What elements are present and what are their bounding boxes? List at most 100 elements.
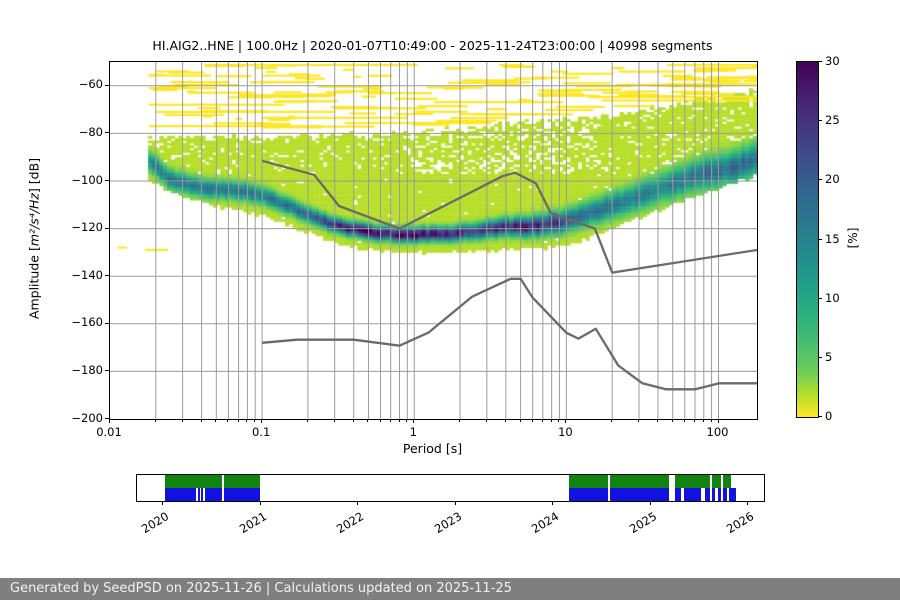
x-minor-tick-mark — [710, 419, 712, 422]
timeline-year-label: 2025 — [626, 509, 659, 537]
timeline-blue-segment — [717, 488, 721, 501]
ppsd-histogram — [110, 62, 757, 419]
timeline-year-label: 2020 — [138, 509, 172, 537]
y-tick-label: −200 — [71, 410, 103, 425]
timeline-green-segment — [569, 475, 608, 488]
y-tick-mark — [105, 180, 109, 181]
timeline-year-tick — [259, 501, 261, 505]
timeline-green-segment — [723, 475, 731, 488]
timeline-green-segment — [711, 475, 721, 488]
colorbar-tick-mark — [818, 120, 822, 122]
x-minor-tick-mark — [656, 419, 658, 422]
timeline-blue-segment — [201, 488, 204, 501]
x-minor-tick-mark — [541, 419, 543, 422]
y-tick-label: −160 — [71, 315, 103, 330]
x-major-tick-mark — [565, 419, 567, 423]
timeline-year-tick — [357, 501, 359, 505]
y-axis-label-suffix: ] [dB] — [26, 157, 42, 194]
x-minor-tick-mark — [389, 419, 391, 422]
x-minor-tick-mark — [693, 419, 695, 422]
x-tick-label: 1 — [409, 425, 417, 439]
footer-bar: Generated by SeedPSD on 2025-11-26 | Cal… — [0, 578, 900, 600]
colorbar — [796, 61, 819, 418]
colorbar-tick-label: 5 — [825, 349, 833, 364]
colorbar-tick-mark — [818, 297, 822, 299]
x-minor-tick-mark — [154, 419, 156, 422]
y-tick-mark — [105, 370, 109, 372]
timeline-blue-segment — [711, 488, 716, 501]
timeline-year-tick — [747, 501, 748, 505]
timeline-green-segment — [165, 475, 222, 488]
timeline-blue-segment — [610, 488, 669, 501]
timeline-year-label: 2023 — [431, 509, 464, 537]
x-minor-tick-mark — [200, 419, 202, 422]
y-tick-mark — [105, 84, 109, 86]
colorbar-tick-mark — [818, 61, 822, 62]
x-major-tick-mark — [109, 419, 110, 423]
y-axis-label-prefix: Amplitude [ — [26, 246, 42, 320]
x-minor-tick-mark — [227, 419, 229, 422]
y-axis-label: Amplitude [m²/s⁴/Hz] [dB] — [27, 59, 42, 419]
y-tick-mark — [105, 132, 109, 134]
x-minor-tick-mark — [550, 419, 552, 422]
timeline-green-segment — [610, 475, 669, 488]
timeline-blue-segment — [705, 488, 710, 501]
y-axis-label-units: m²/s⁴/Hz — [26, 193, 42, 247]
colorbar-tick-mark — [818, 356, 822, 358]
availability-timeline — [136, 474, 765, 502]
timeline-blue-segment — [723, 488, 727, 501]
nhnm-line — [261, 159, 757, 274]
timeline-blue-segment — [224, 488, 260, 501]
timeline-psd-row — [137, 488, 764, 501]
timeline-year-tick — [649, 501, 651, 505]
timeline-year-tick — [454, 501, 456, 505]
colorbar-tick-mark — [818, 238, 822, 240]
timeline-blue-segment — [728, 488, 736, 501]
x-minor-tick-mark — [237, 419, 239, 422]
colorbar-tick-label: 15 — [825, 231, 840, 246]
timeline-year-tick — [162, 501, 164, 505]
y-tick-label: −80 — [78, 124, 103, 139]
x-tick-label: 0.01 — [96, 425, 122, 439]
footer-text: Generated by SeedPSD on 2025-11-26 | Cal… — [10, 581, 512, 596]
timeline-year-label: 2026 — [723, 509, 757, 537]
timeline-blue-segment — [569, 488, 608, 501]
x-minor-tick-mark — [352, 419, 354, 422]
x-major-tick-mark — [717, 419, 719, 423]
x-tick-label: 10 — [558, 425, 573, 439]
x-minor-tick-mark — [379, 419, 381, 422]
x-minor-tick-mark — [406, 419, 408, 422]
x-minor-tick-mark — [504, 419, 506, 422]
colorbar-tick-label: 0 — [825, 409, 833, 423]
y-tick-label: −100 — [71, 172, 103, 187]
x-minor-tick-mark — [558, 419, 560, 422]
y-tick-label: −60 — [78, 77, 103, 92]
timeline-blue-segment — [675, 488, 681, 501]
timeline-green-segment — [675, 475, 710, 488]
x-minor-tick-mark — [637, 419, 639, 422]
plot-title: HI.AIG2..HNE | 100.0Hz | 2020-01-07T10:4… — [152, 38, 713, 53]
timeline-green-segment — [224, 475, 260, 488]
timeline-year-label: 2022 — [333, 509, 367, 537]
x-minor-tick-mark — [702, 419, 704, 422]
colorbar-tick-mark — [818, 179, 822, 181]
x-minor-tick-mark — [531, 419, 533, 422]
x-axis-label: Period [s] — [402, 441, 463, 456]
timeline-data-row — [137, 475, 764, 488]
x-tick-label: 100 — [706, 425, 729, 439]
colorbar-tick-label: 30 — [825, 54, 840, 68]
x-minor-tick-mark — [254, 419, 256, 422]
x-minor-tick-mark — [459, 419, 461, 422]
x-minor-tick-mark — [519, 419, 521, 422]
timeline-blue-segment — [165, 488, 196, 501]
colorbar-tick-label: 25 — [825, 113, 840, 128]
x-minor-tick-mark — [306, 419, 308, 422]
psd-plot-area — [109, 61, 758, 420]
x-major-tick-mark — [261, 419, 263, 423]
nlnm-line — [261, 277, 757, 391]
colorbar-label: [%] — [846, 227, 860, 249]
x-minor-tick-mark — [333, 419, 335, 422]
timeline-year-tick — [552, 501, 553, 505]
y-tick-label: −180 — [71, 362, 103, 377]
y-tick-label: −140 — [71, 267, 103, 282]
